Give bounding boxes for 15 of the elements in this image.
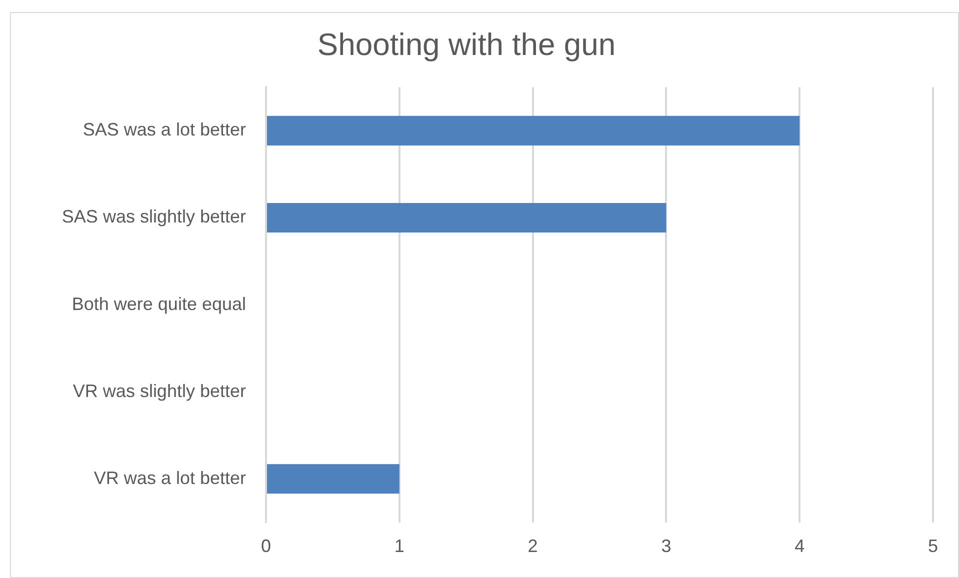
y-tick-label: SAS was a lot better (82, 120, 246, 140)
chart-title: Shooting with the gun (317, 27, 616, 62)
x-tick-label: 5 (928, 536, 938, 556)
y-tick-label: VR was slightly better (72, 380, 246, 401)
y-tick-label: SAS was slightly better (62, 206, 246, 227)
x-tick-label: 0 (260, 536, 272, 556)
bar (267, 464, 400, 494)
bar (267, 202, 666, 233)
y-tick-label: VR was a lot better (94, 468, 246, 488)
x-tick-label: 3 (661, 536, 672, 556)
x-tick-label: 2 (528, 536, 538, 556)
x-tick-label: 4 (794, 536, 805, 556)
y-tick-label: Both were quite equal (72, 294, 246, 314)
x-tick-label: 1 (394, 536, 404, 556)
bar (267, 116, 800, 146)
